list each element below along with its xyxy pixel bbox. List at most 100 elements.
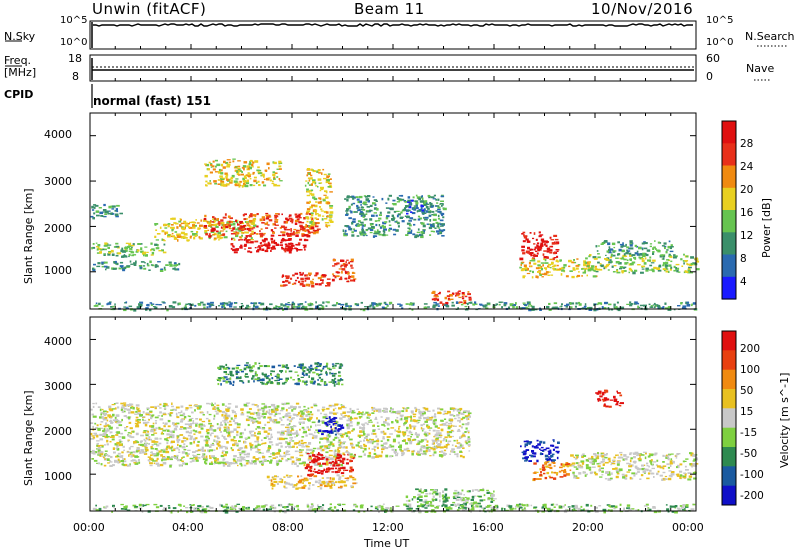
echo-pixel	[357, 209, 361, 212]
echo-pixel	[340, 472, 345, 475]
echo-pixel	[173, 264, 177, 267]
echo-pixel	[104, 422, 108, 425]
echo-pixel	[225, 363, 228, 366]
echo-pixel	[351, 429, 354, 432]
echo-pixel	[340, 378, 342, 381]
echo-pixel	[344, 198, 347, 200]
echo-pixel	[272, 223, 276, 226]
echo-pixel	[360, 434, 364, 437]
echo-pixel	[658, 265, 662, 268]
echo-pixel	[543, 243, 546, 246]
echo-pixel	[263, 459, 267, 461]
echo-pixel	[178, 451, 181, 453]
echo-pixel	[261, 460, 264, 463]
echo-pixel	[691, 303, 693, 306]
echo-pixel	[280, 303, 283, 306]
echo-pixel	[336, 448, 339, 451]
echo-pixel	[154, 441, 157, 443]
echo-pixel	[329, 477, 332, 480]
echo-pixel	[99, 455, 102, 457]
echo-pixel	[212, 218, 215, 220]
echo-pixel	[163, 425, 166, 428]
echo-region-10	[304, 168, 334, 228]
echo-pixel	[550, 274, 554, 276]
echo-pixel	[381, 197, 384, 201]
echo-pixel	[240, 464, 243, 467]
echo-pixel	[412, 413, 417, 416]
echo-pixel	[420, 235, 424, 239]
echo-pixel	[426, 424, 429, 427]
echo-pixel	[371, 214, 375, 217]
echo-pixel	[294, 432, 299, 435]
echo-pixel	[405, 303, 409, 305]
echo-pixel	[620, 245, 624, 248]
echo-pixel	[92, 405, 95, 408]
echo-pixel	[255, 420, 259, 423]
echo-pixel	[232, 245, 235, 248]
echo-pixel	[405, 234, 409, 236]
echo-pixel	[188, 415, 191, 418]
echo-pixel	[221, 169, 223, 172]
echo-pixel	[273, 420, 275, 424]
echo-pixel	[283, 455, 286, 458]
echo-pixel	[268, 456, 272, 458]
echo-pixel	[387, 197, 390, 201]
echo-pixel	[458, 425, 462, 427]
echo-pixel	[224, 213, 227, 216]
echo-pixel	[669, 247, 672, 250]
echo-pixel	[285, 279, 289, 283]
echo-pixel	[147, 430, 150, 433]
echo-pixel	[426, 444, 429, 447]
echo-pixel	[683, 271, 686, 274]
echo-pixel	[551, 242, 555, 245]
echo-pixel	[112, 435, 115, 439]
echo-pixel	[244, 428, 246, 431]
echo-pixel	[235, 405, 238, 408]
echo-pixel	[203, 439, 207, 442]
echo-pixel	[199, 224, 203, 227]
echo-pixel	[210, 461, 213, 464]
echo-pixel	[345, 271, 350, 273]
echo-pixel	[538, 248, 542, 251]
echo-pixel	[319, 441, 321, 444]
echo-pixel	[408, 431, 413, 434]
echo-pixel	[298, 487, 302, 489]
echo-pixel	[292, 306, 295, 309]
echo-pixel	[141, 451, 146, 454]
echo-pixel	[311, 217, 314, 220]
echo-pixel	[550, 245, 553, 248]
echo-pixel	[623, 245, 627, 247]
echo-pixel	[295, 459, 300, 462]
echo-pixel	[296, 244, 301, 246]
echo-pixel	[364, 224, 366, 227]
echo-pixel	[276, 452, 280, 455]
echo-pixel	[457, 291, 459, 294]
echo-pixel	[290, 418, 294, 421]
echo-pixel	[401, 220, 405, 223]
echo-pixel	[243, 403, 247, 407]
echo-pixel	[406, 407, 410, 409]
echo-pixel	[121, 255, 125, 258]
echo-pixel	[315, 301, 317, 304]
echo-pixel	[143, 438, 146, 441]
echo-pixel	[328, 480, 332, 483]
echo-pixel	[210, 229, 214, 232]
echo-pixel	[337, 430, 340, 432]
echo-pixel	[306, 411, 310, 413]
echo-pixel	[241, 225, 246, 228]
echo-pixel	[132, 254, 137, 256]
echo-pixel	[368, 416, 371, 419]
echo-pixel	[440, 200, 444, 202]
echo-pixel	[318, 452, 320, 455]
echo-pixel	[681, 265, 684, 267]
echo-pixel	[104, 248, 107, 251]
echo-pixel	[320, 379, 324, 383]
echo-pixel	[114, 421, 117, 423]
echo-pixel	[426, 416, 430, 420]
echo-pixel	[362, 430, 365, 433]
echo-pixel	[690, 262, 694, 265]
echo-pixel	[380, 430, 385, 434]
echo-pixel	[207, 182, 211, 185]
echo-pixel	[689, 271, 693, 274]
echo-pixel	[251, 163, 254, 167]
